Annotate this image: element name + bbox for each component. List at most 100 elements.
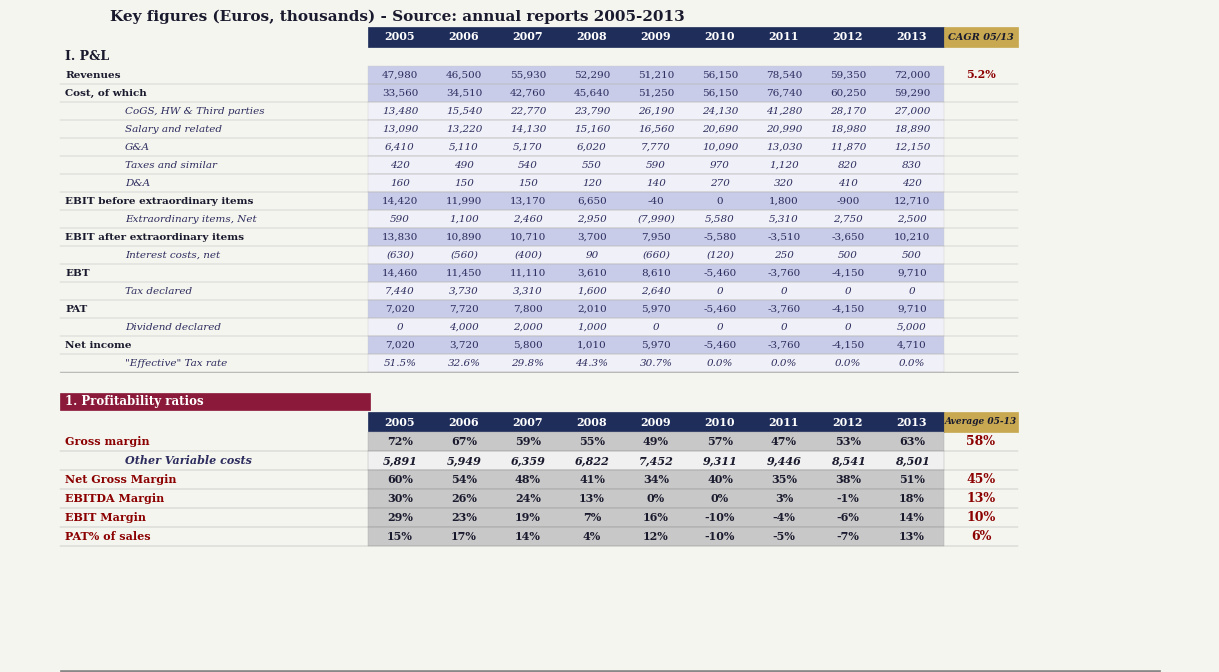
Text: 12,150: 12,150 [894, 142, 930, 151]
Bar [368, 336, 944, 354]
Text: 14,460: 14,460 [382, 269, 418, 278]
Text: 30%: 30% [388, 493, 413, 504]
Text: (400): (400) [514, 251, 542, 259]
Bar [368, 228, 944, 246]
Text: (120): (120) [706, 251, 734, 259]
Text: 2,750: 2,750 [833, 214, 863, 224]
Text: -3,510: -3,510 [768, 233, 801, 241]
Text: 34,510: 34,510 [446, 89, 483, 97]
Bar [60, 670, 1160, 672]
Text: -5,580: -5,580 [703, 233, 736, 241]
Text: 2006: 2006 [449, 417, 479, 427]
Text: (630): (630) [386, 251, 414, 259]
Text: 540: 540 [518, 161, 538, 169]
Text: 2008: 2008 [577, 32, 607, 42]
Text: 45,640: 45,640 [574, 89, 611, 97]
Text: 63%: 63% [898, 436, 925, 447]
Text: 38%: 38% [835, 474, 861, 485]
Text: 150: 150 [518, 179, 538, 187]
Text: 16,560: 16,560 [638, 124, 674, 134]
Text: 2013: 2013 [897, 32, 928, 42]
Text: 34%: 34% [642, 474, 669, 485]
Text: 5,170: 5,170 [513, 142, 542, 151]
Text: 42,760: 42,760 [510, 89, 546, 97]
Text: 9,710: 9,710 [897, 269, 926, 278]
Text: 0: 0 [845, 286, 851, 296]
Text: 0.0%: 0.0% [770, 358, 797, 368]
Text: 15%: 15% [388, 531, 413, 542]
Text: 23%: 23% [451, 512, 477, 523]
Text: 10,090: 10,090 [702, 142, 739, 151]
Bar [368, 451, 944, 470]
Bar [368, 120, 944, 138]
Text: 57%: 57% [707, 436, 733, 447]
Text: 3,700: 3,700 [577, 233, 607, 241]
Bar [368, 354, 944, 372]
Text: 2,460: 2,460 [513, 214, 542, 224]
Text: PAT% of sales: PAT% of sales [65, 531, 151, 542]
Text: 0%: 0% [647, 493, 666, 504]
Text: 2006: 2006 [449, 32, 479, 42]
Text: 55%: 55% [579, 436, 605, 447]
Text: 30.7%: 30.7% [640, 358, 673, 368]
Text: 12,710: 12,710 [894, 196, 930, 206]
Text: 1,000: 1,000 [577, 323, 607, 331]
Text: 49%: 49% [642, 436, 669, 447]
Text: 490: 490 [453, 161, 474, 169]
Text: 970: 970 [709, 161, 730, 169]
Text: 13%: 13% [967, 492, 996, 505]
Text: 5.2%: 5.2% [967, 69, 996, 81]
Text: 17%: 17% [451, 531, 477, 542]
Text: 53%: 53% [835, 436, 861, 447]
Text: 33,560: 33,560 [382, 89, 418, 97]
Text: 5,000: 5,000 [897, 323, 926, 331]
Text: 7%: 7% [583, 512, 601, 523]
Text: EBT: EBT [65, 269, 90, 278]
Bar [368, 282, 944, 300]
Text: 10,710: 10,710 [510, 233, 546, 241]
Bar [368, 508, 944, 527]
Text: 1,100: 1,100 [449, 214, 479, 224]
Text: -5,460: -5,460 [703, 269, 736, 278]
Text: 23,790: 23,790 [574, 106, 611, 116]
Bar [368, 210, 944, 228]
Text: I. P&L: I. P&L [65, 50, 110, 62]
Text: 12%: 12% [644, 531, 669, 542]
Text: -1%: -1% [836, 493, 859, 504]
Text: 2011: 2011 [769, 417, 800, 427]
Text: 0: 0 [780, 286, 787, 296]
Text: 2013: 2013 [897, 417, 928, 427]
Text: 2007: 2007 [513, 32, 544, 42]
Text: 1,800: 1,800 [769, 196, 798, 206]
Bar [368, 102, 944, 120]
Text: 500: 500 [902, 251, 922, 259]
Text: 41,280: 41,280 [766, 106, 802, 116]
Text: -3,760: -3,760 [768, 269, 801, 278]
Text: 47,980: 47,980 [382, 71, 418, 79]
Text: 55,930: 55,930 [510, 71, 546, 79]
Text: (560): (560) [450, 251, 478, 259]
Text: 59,290: 59,290 [894, 89, 930, 97]
Text: 59%: 59% [514, 436, 541, 447]
Text: 5,970: 5,970 [641, 341, 670, 349]
Text: 4%: 4% [583, 531, 601, 542]
Text: 7,770: 7,770 [641, 142, 670, 151]
Text: 40%: 40% [707, 474, 733, 485]
Text: 2010: 2010 [705, 417, 735, 427]
Text: 0.0%: 0.0% [898, 358, 925, 368]
Text: Net income: Net income [65, 341, 132, 349]
Text: 5,970: 5,970 [641, 304, 670, 314]
Text: 9,446: 9,446 [767, 455, 801, 466]
Text: 2005: 2005 [385, 32, 416, 42]
Text: Salary and related: Salary and related [126, 124, 222, 134]
Text: 2005: 2005 [385, 417, 416, 427]
Text: 51%: 51% [900, 474, 925, 485]
Text: 45%: 45% [967, 473, 996, 486]
Text: -5%: -5% [773, 531, 796, 542]
Text: 13,220: 13,220 [446, 124, 483, 134]
Text: 18,980: 18,980 [830, 124, 867, 134]
Text: 9,710: 9,710 [897, 304, 926, 314]
Text: 13,170: 13,170 [510, 196, 546, 206]
Text: 59,350: 59,350 [830, 71, 867, 79]
Text: 28,170: 28,170 [830, 106, 867, 116]
